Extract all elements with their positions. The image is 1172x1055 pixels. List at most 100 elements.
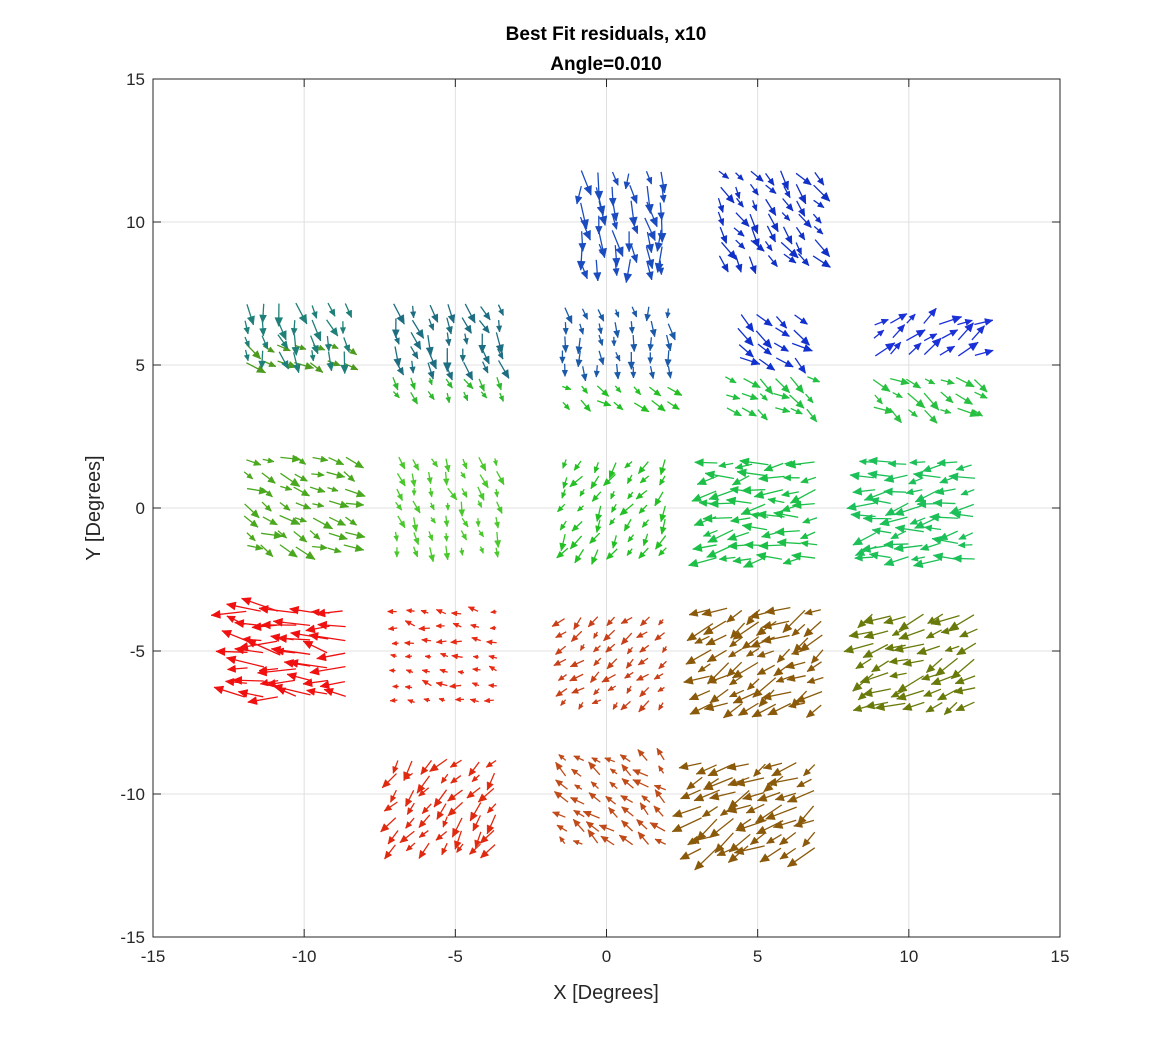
arrow-patch-p9 (737, 313, 814, 374)
residual-arrow (794, 691, 823, 703)
residual-arrow (753, 763, 766, 777)
residual-arrow (783, 253, 797, 264)
residual-arrow (396, 488, 404, 502)
residual-arrow (319, 680, 346, 690)
residual-arrow (805, 393, 814, 404)
residual-arrow (782, 198, 794, 212)
residual-arrow (447, 304, 456, 324)
residual-arrow (761, 691, 792, 701)
residual-arrow (480, 844, 496, 859)
residual-arrow (893, 543, 923, 553)
residual-arrow (620, 795, 634, 804)
residual-arrow (428, 487, 434, 498)
residual-arrow (726, 393, 741, 401)
residual-arrow (753, 489, 784, 499)
residual-arrow (916, 645, 940, 656)
arrow-patch-p13 (243, 454, 366, 561)
residual-arrow (671, 817, 702, 833)
residual-arrow (237, 689, 264, 698)
residual-arrow (441, 842, 448, 856)
residual-arrow (773, 342, 790, 352)
residual-arrow (445, 378, 453, 389)
residual-arrow (807, 376, 821, 383)
residual-arrow (467, 606, 479, 613)
residual-arrow (608, 186, 617, 207)
residual-arrow (580, 399, 592, 412)
residual-arrow (607, 685, 617, 692)
residual-arrow (262, 516, 278, 526)
residual-arrow (288, 659, 328, 669)
residual-arrow (459, 348, 466, 363)
residual-arrow (479, 474, 489, 489)
residual-arrow (802, 517, 818, 524)
residual-arrow (577, 505, 585, 512)
residual-arrow (757, 343, 772, 356)
residual-arrow (246, 459, 262, 466)
residual-arrow (906, 378, 922, 389)
residual-arrow (772, 510, 799, 519)
residual-arrow (445, 502, 451, 511)
residual-arrow (944, 645, 960, 653)
residual-arrow (435, 608, 447, 615)
residual-arrow (386, 608, 397, 615)
residual-arrow (852, 532, 877, 546)
residual-arrow (555, 779, 568, 790)
residual-arrow (226, 664, 248, 673)
residual-arrow (974, 348, 994, 357)
residual-arrow (225, 601, 261, 612)
residual-arrow (678, 761, 702, 771)
residual-arrow (707, 763, 733, 777)
residual-arrow (637, 749, 648, 762)
residual-arrow (731, 475, 750, 486)
residual-arrow (462, 391, 469, 402)
residual-arrow (396, 473, 406, 487)
residual-arrow (603, 629, 616, 642)
residual-arrow (557, 674, 567, 682)
residual-arrow (480, 306, 491, 321)
residual-arrow (398, 456, 406, 470)
residual-arrow (295, 456, 307, 465)
residual-arrow (974, 318, 994, 326)
residual-arrow (751, 703, 777, 718)
residual-arrow (295, 546, 316, 561)
residual-arrow (756, 313, 773, 327)
residual-arrow (621, 764, 632, 777)
residual-arrow (405, 608, 415, 614)
residual-arrow (706, 649, 727, 663)
residual-arrow (496, 320, 503, 333)
residual-arrow (960, 489, 975, 496)
residual-arrow (775, 675, 793, 683)
residual-arrow (383, 801, 398, 812)
residual-arrow (854, 553, 874, 562)
residual-arrow (575, 350, 583, 368)
residual-arrow (780, 170, 789, 191)
residual-arrow (775, 327, 791, 337)
residual-arrow (407, 699, 415, 705)
residual-arrow (458, 501, 466, 517)
residual-arrow (418, 814, 431, 829)
residual-arrow (775, 378, 791, 394)
residual-arrow (647, 352, 654, 365)
residual-arrow (972, 409, 984, 417)
residual-arrow (569, 673, 584, 682)
residual-arrow (749, 832, 766, 846)
residual-arrow (553, 658, 567, 667)
residual-arrow (767, 255, 778, 268)
residual-arrow (411, 319, 425, 339)
residual-arrow (551, 811, 566, 818)
residual-arrow (737, 327, 754, 347)
arrow-patch-p11 (873, 307, 994, 357)
residual-arrow (260, 544, 274, 558)
residual-arrow (959, 628, 978, 638)
residual-arrow (498, 392, 505, 403)
residual-arrow (630, 335, 638, 353)
residual-arrow (495, 332, 504, 355)
residual-arrow (786, 789, 815, 803)
residual-arrow (806, 676, 824, 684)
residual-arrow (639, 686, 650, 698)
residual-arrow (892, 324, 906, 339)
residual-arrow (261, 501, 272, 512)
residual-arrow (451, 653, 463, 660)
residual-arrow (409, 360, 416, 374)
residual-arrow (435, 638, 447, 645)
